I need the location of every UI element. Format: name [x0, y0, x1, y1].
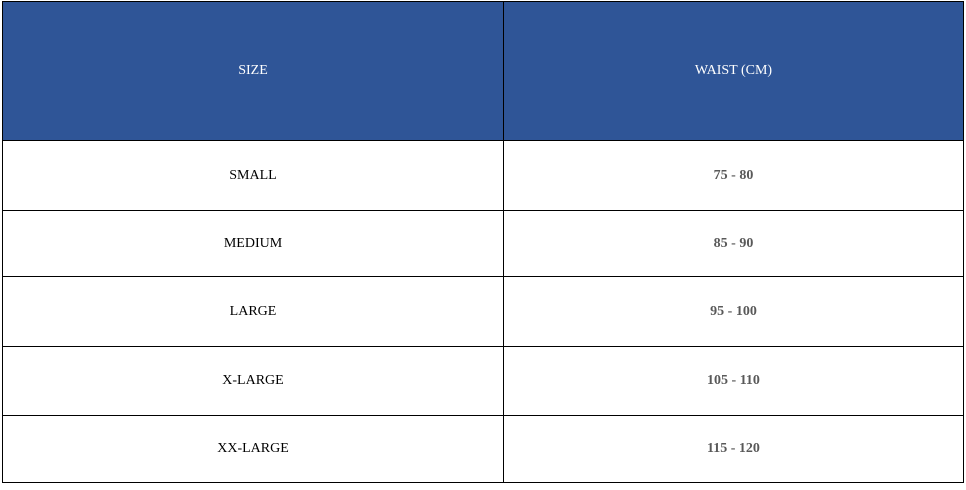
size-cell: MEDIUM — [2, 210, 504, 277]
table-row: SMALL 75 - 80 — [2, 140, 964, 211]
table-body: SMALL 75 - 80 MEDIUM 85 - 90 LARGE 95 - 100 X-… — [2, 140, 964, 483]
table-header: SIZE WAIST (CM) — [2, 1, 964, 141]
size-cell: SMALL — [2, 140, 504, 211]
header-row: SIZE WAIST (CM) — [2, 1, 964, 141]
size-cell: LARGE — [2, 276, 504, 347]
size-cell: XX-LARGE — [2, 415, 504, 483]
table-row: MEDIUM 85 - 90 — [2, 210, 964, 277]
size-cell: X-LARGE — [2, 346, 504, 416]
header-cell: SIZE — [2, 1, 504, 141]
waist-cell: 85 - 90 — [503, 210, 964, 277]
size-table: SIZE WAIST (CM) SMALL 75 - 80 MEDIUM 85 - 9… — [2, 1, 964, 483]
waist-cell: 95 - 100 — [503, 276, 964, 347]
waist-cell: 115 - 120 — [503, 415, 964, 483]
table-row: XX-LARGE 115 - 120 — [2, 415, 964, 483]
waist-cell: 105 - 110 — [503, 346, 964, 416]
table-row: LARGE 95 - 100 — [2, 276, 964, 347]
table-row: X-LARGE 105 - 110 — [2, 346, 964, 416]
header-cell: WAIST (CM) — [503, 1, 964, 141]
waist-cell: 75 - 80 — [503, 140, 964, 211]
